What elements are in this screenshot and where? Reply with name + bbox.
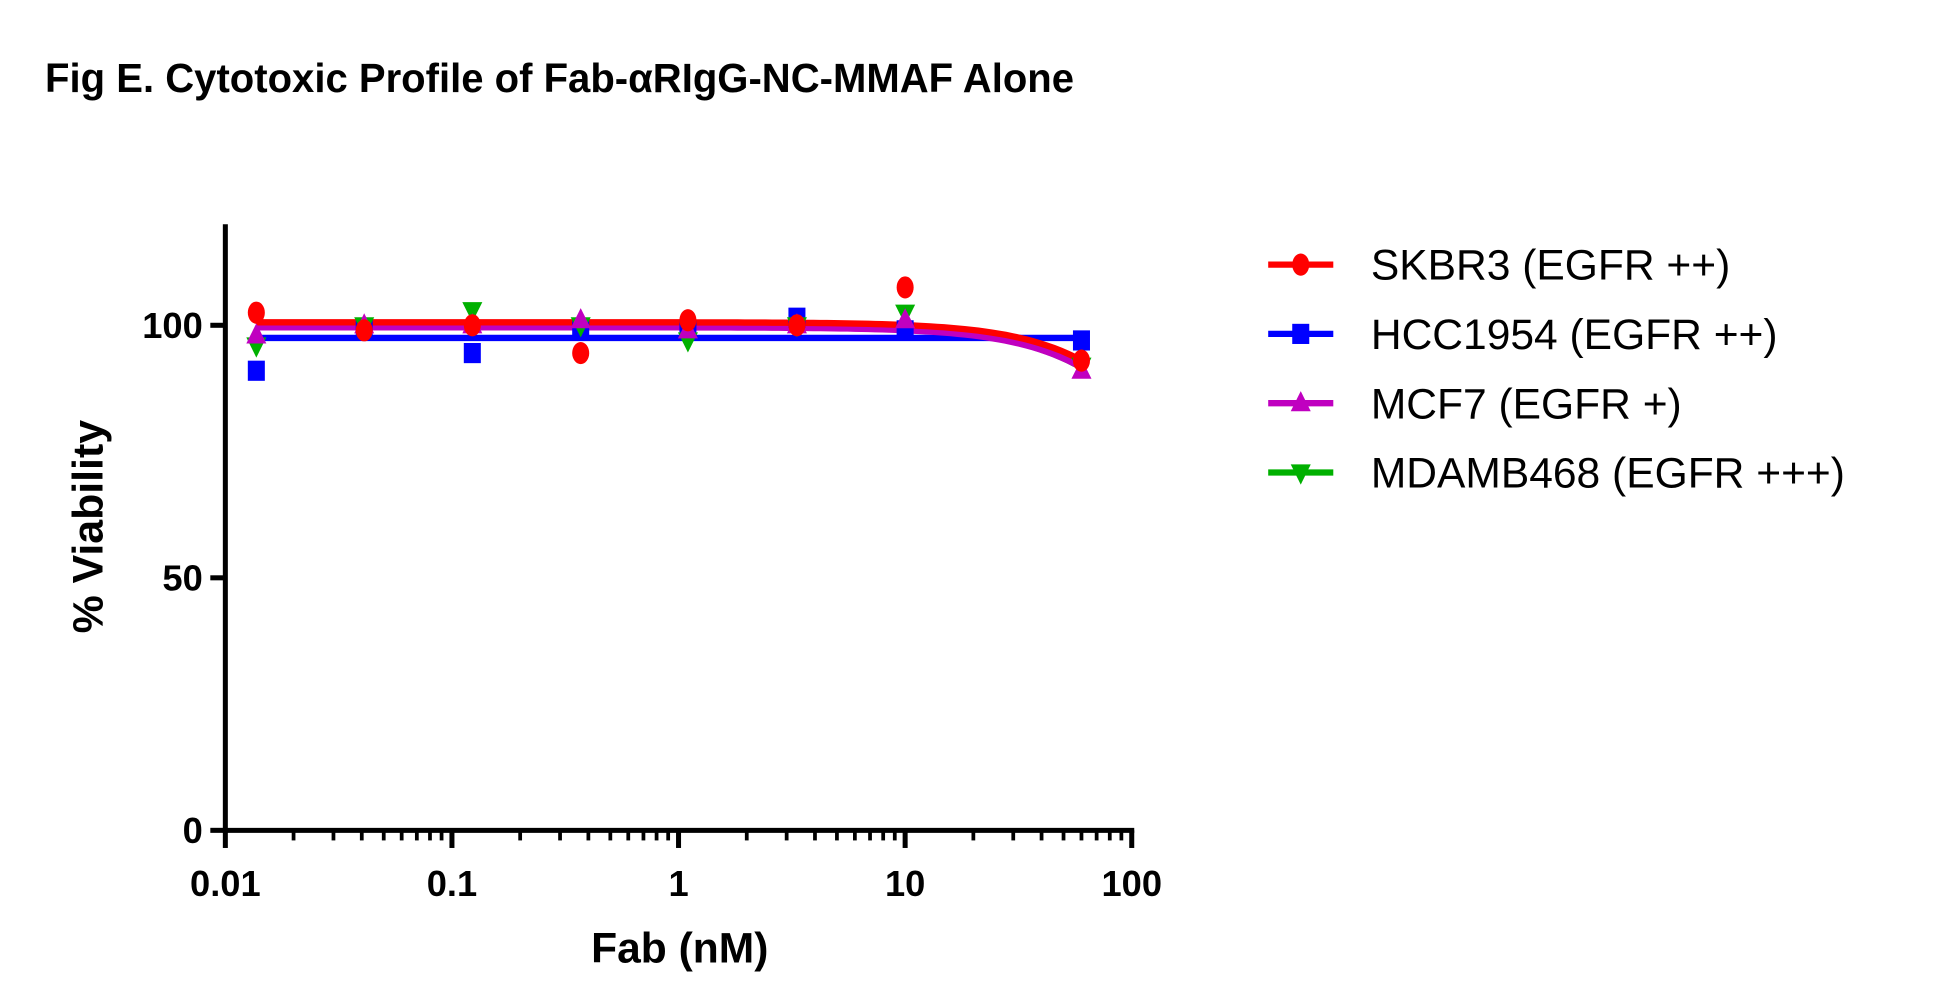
legend-label: SKBR3 (EGFR ++): [1371, 242, 1730, 290]
fit-curves: [256, 319, 1083, 371]
x-axis-label: Fab (nM): [591, 925, 768, 973]
data-point: [1292, 323, 1310, 344]
data-point: [1072, 349, 1090, 372]
data-point: [246, 323, 267, 344]
fit-curve: [256, 324, 1083, 371]
data-point: [1290, 391, 1311, 412]
legend-label: HCC1954 (EGFR ++): [1371, 311, 1778, 359]
chart-title: Fig E. Cytotoxic Profile of Fab-αRIgG-NC…: [45, 56, 1074, 101]
data-point: [1290, 464, 1311, 485]
data-point: [355, 319, 373, 342]
data-point: [895, 308, 916, 329]
legend-label: MDAMB468 (EGFR +++): [1371, 449, 1845, 497]
data-points: [246, 276, 1092, 381]
x-tick-label: 10: [885, 863, 925, 904]
data-point: [1292, 253, 1310, 276]
y-axis-label: % Viability: [65, 420, 113, 634]
data-point: [679, 309, 697, 332]
fit-curve: [256, 319, 1083, 364]
x-tick-label: 0.1: [427, 863, 477, 904]
data-point: [788, 314, 806, 337]
legend-label: MCF7 (EGFR +): [1371, 380, 1682, 428]
data-point: [1072, 330, 1090, 351]
data-point: [572, 341, 590, 365]
data-point: [462, 302, 483, 323]
data-point: [247, 301, 265, 324]
x-tick-label: 1: [668, 863, 688, 904]
data-point: [896, 276, 914, 299]
data-point: [463, 342, 481, 364]
x-tick-label: 0.01: [190, 863, 261, 904]
y-tick-label: 100: [142, 305, 203, 346]
data-point: [463, 314, 481, 337]
y-tick-label: 0: [183, 810, 203, 851]
data-point: [247, 360, 265, 381]
x-tick-label: 100: [1101, 863, 1162, 904]
legend: SKBR3 (EGFR ++) HCC1954 (EGFR ++) MCF7 (EG…: [1268, 242, 1845, 498]
axes: 0 50 100 0.01 0.1 1 10 100: [142, 224, 1162, 904]
y-tick-label: 50: [162, 557, 202, 598]
data-point: [570, 308, 591, 329]
